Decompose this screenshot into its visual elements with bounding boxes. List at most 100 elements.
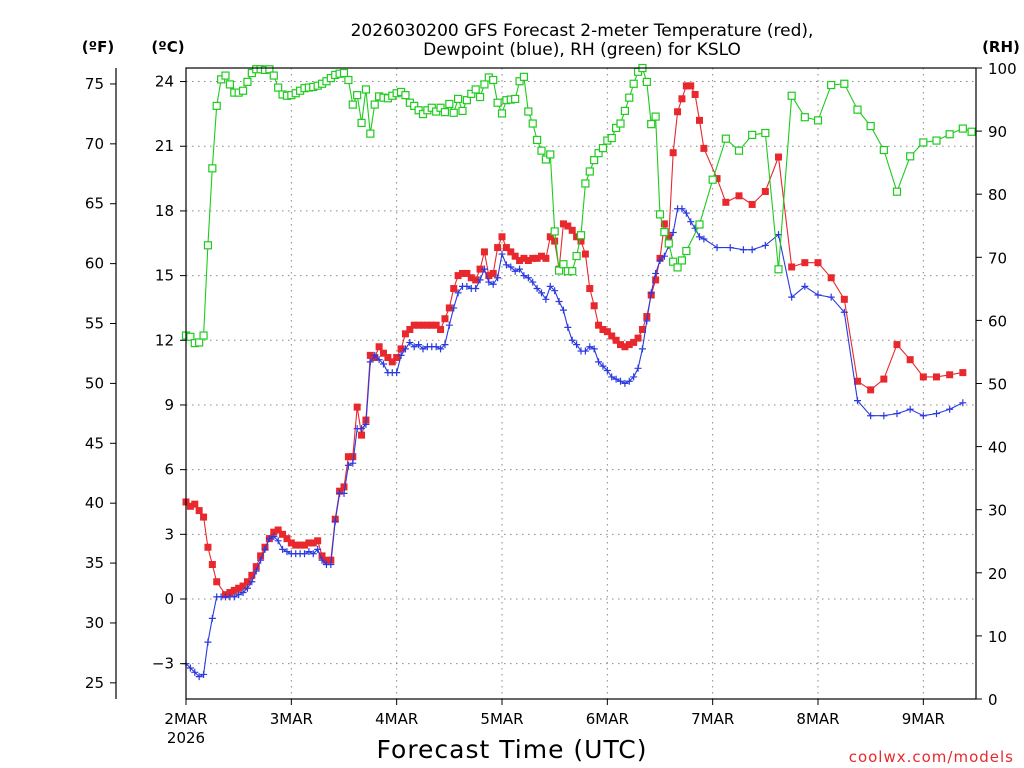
temperature-point — [415, 321, 423, 329]
time-tick-label: 4MAR — [375, 710, 418, 728]
rh-point — [734, 146, 744, 155]
axes — [110, 67, 982, 705]
rh-tick-label: 70 — [988, 249, 1007, 267]
rh-point — [576, 231, 586, 240]
dewpoint-point — [358, 425, 366, 433]
rh-point — [568, 267, 577, 276]
dewpoint-point — [432, 343, 440, 351]
rh-point — [475, 92, 485, 102]
fahrenheit-tick-label: 60 — [85, 255, 104, 273]
rh-point — [721, 134, 730, 143]
temperature-point — [318, 552, 326, 560]
rh-point — [344, 75, 353, 85]
dewpoint-point — [739, 246, 747, 254]
rh-point — [673, 263, 682, 272]
temperature-point — [542, 254, 550, 262]
rh-series — [181, 63, 976, 348]
dewpoint-point — [638, 345, 646, 353]
temperature-point — [340, 483, 348, 491]
x-axis-year: 2026 — [167, 729, 205, 747]
rh-point — [515, 77, 524, 86]
dewpoint-point — [595, 358, 603, 366]
dewpoint-point — [362, 420, 370, 428]
dewpoint-point — [480, 265, 488, 273]
temperature-point — [252, 563, 260, 571]
temperature-point — [494, 244, 502, 252]
rh-point — [906, 152, 915, 161]
rh-point — [651, 112, 660, 121]
dewpoint-point — [257, 556, 265, 564]
rh-point — [274, 83, 283, 92]
temperature-point — [507, 248, 515, 256]
temperature-point — [406, 326, 414, 333]
dewpoint-point — [195, 673, 203, 681]
temperature-point — [551, 237, 559, 245]
temperature-point — [243, 578, 251, 586]
rh-point — [410, 101, 419, 110]
rh-point — [559, 260, 568, 269]
dewpoint-point — [854, 397, 861, 405]
rh-tick-label: 80 — [988, 186, 1007, 204]
dewpoint-point — [682, 209, 690, 217]
temperature-point — [524, 257, 532, 265]
celsius-tick-label: 9 — [164, 396, 174, 414]
celsius-tick-label: 15 — [155, 267, 174, 285]
dewpoint-point — [393, 369, 401, 377]
rh-point — [585, 167, 594, 176]
dewpoint-point — [893, 410, 901, 418]
temperature-point — [581, 250, 589, 258]
dewpoint-point — [573, 341, 581, 349]
temperature-point — [788, 263, 796, 271]
temperature-point — [608, 332, 616, 340]
temperature-point — [660, 220, 668, 228]
rh-point — [511, 94, 520, 104]
rh-point — [339, 68, 349, 78]
dewpoint-point — [660, 252, 668, 260]
temperature-point — [713, 175, 721, 183]
rh-point — [800, 113, 809, 122]
dewpoint-point — [959, 399, 967, 407]
temperature-point — [397, 345, 405, 353]
dewpoint-point — [559, 306, 567, 314]
dewpoint-point — [617, 377, 624, 385]
rh-point — [708, 175, 717, 184]
temperature-point — [380, 349, 387, 357]
dewpoint-point — [380, 360, 387, 368]
dewpoint-point — [524, 274, 532, 282]
temperature-point — [366, 351, 374, 359]
rh-point — [440, 108, 450, 117]
temperature-point — [893, 341, 901, 349]
temperature-point — [230, 586, 238, 594]
rh-point — [958, 124, 967, 133]
fahrenheit-tick-label: 25 — [85, 674, 104, 692]
temperature-point — [384, 354, 392, 362]
dewpoint-point — [406, 338, 414, 346]
dewpoint-point — [906, 405, 914, 413]
fahrenheit-tick-label: 70 — [85, 135, 104, 153]
rh-tick-label: 100 — [988, 60, 1017, 78]
rh-tick-label: 90 — [988, 123, 1007, 141]
temperature-point — [191, 500, 199, 508]
dewpoint-point — [761, 241, 769, 249]
fahrenheit-tick-label: 75 — [85, 75, 104, 93]
dewpoint-point — [507, 263, 515, 271]
dewpoint-point — [542, 295, 550, 303]
temperature-point — [283, 535, 291, 543]
rh-tick-label: 50 — [988, 376, 1007, 394]
temperature-point — [617, 341, 624, 349]
dewpoint-point — [656, 257, 664, 265]
celsius-tick-label: 18 — [155, 202, 174, 220]
rh-point — [879, 145, 888, 155]
fahrenheit-tick-label: 55 — [85, 315, 104, 333]
rh-point — [493, 98, 502, 107]
rh-tick-label: 30 — [988, 502, 1007, 520]
temperature-point — [801, 259, 809, 267]
temperature-point — [485, 272, 493, 280]
rh-point — [238, 86, 248, 95]
temperature-point — [476, 265, 484, 273]
dewpoint-point — [555, 297, 563, 305]
dewpoint-point — [230, 593, 238, 601]
rh-point — [572, 251, 581, 261]
time-tick-label: 6MAR — [586, 710, 629, 728]
dewpoint-point — [441, 341, 449, 349]
